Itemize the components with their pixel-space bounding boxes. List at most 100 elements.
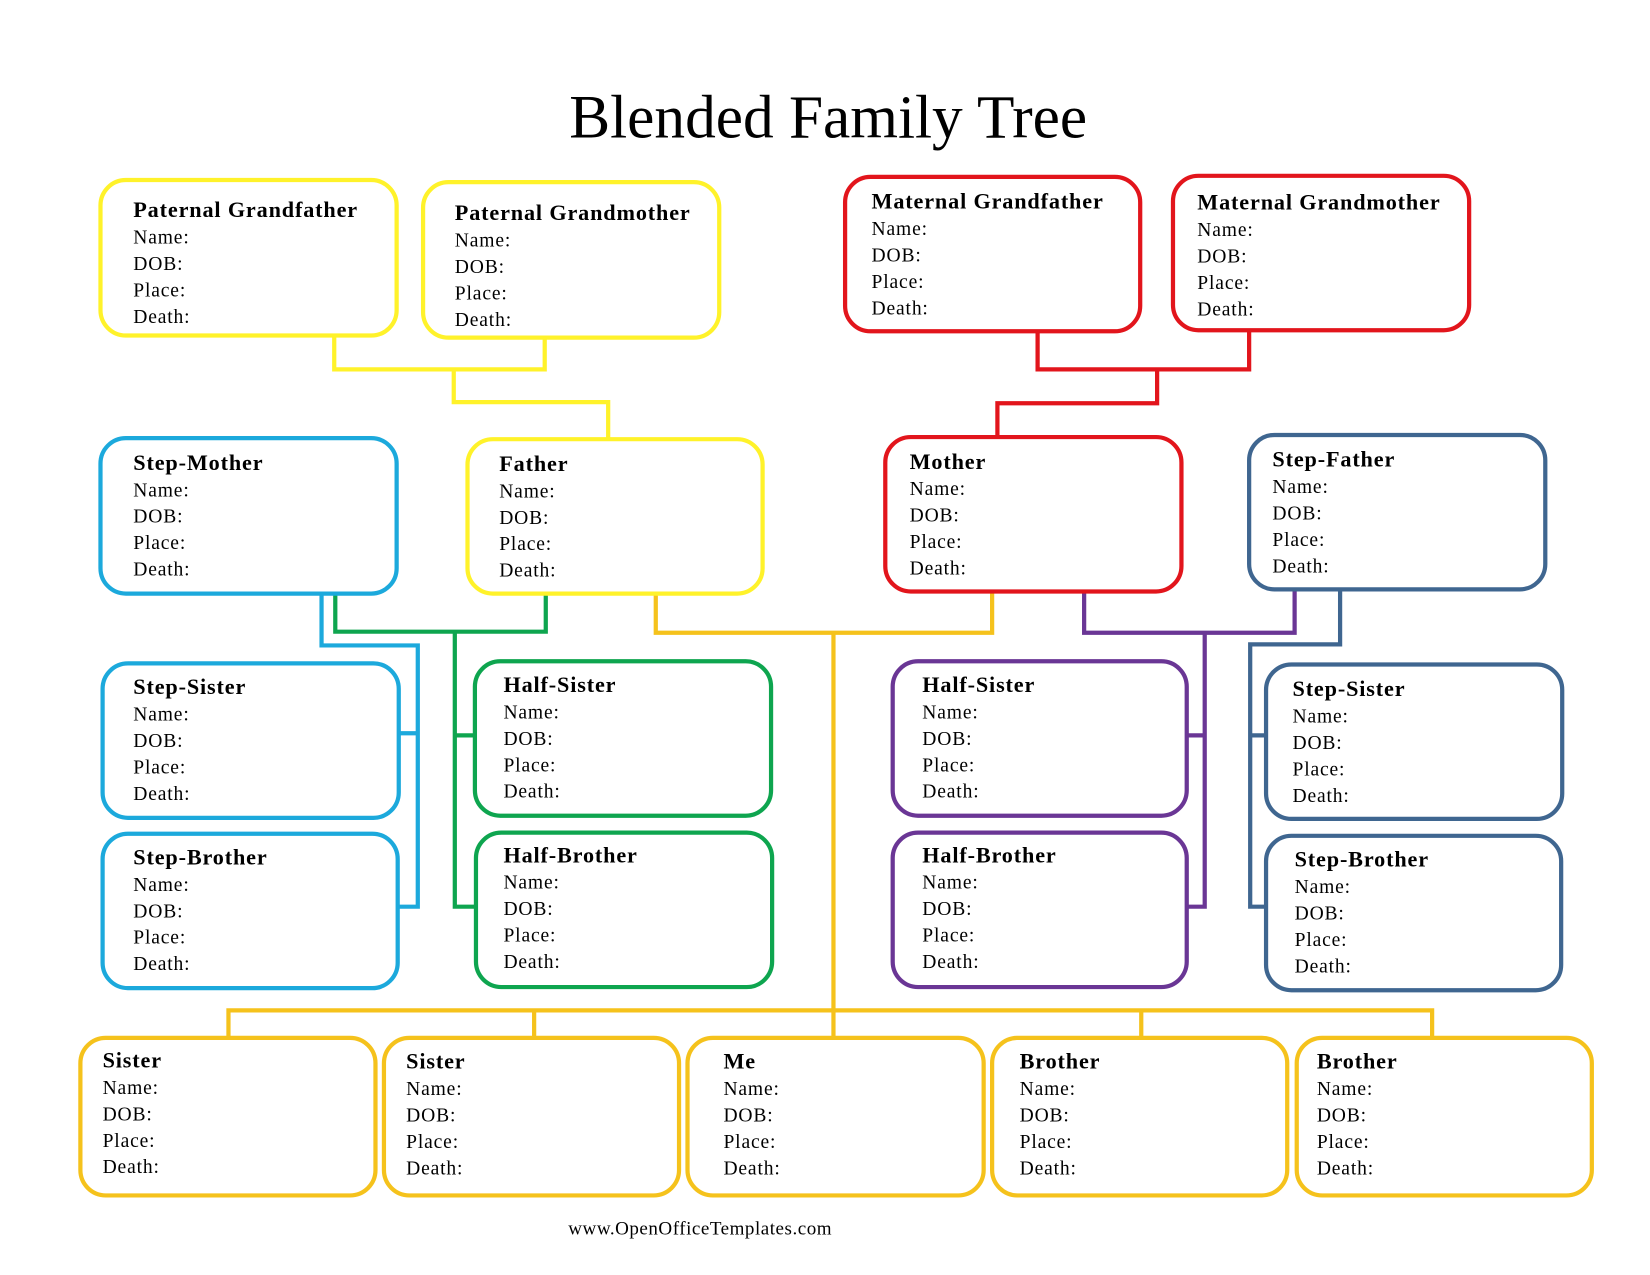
- field-label-death: Death:: [1293, 786, 1350, 807]
- connector-line: [1035, 330, 1252, 372]
- box-half-brother-right: Half-Brother Name: DOB: Place: Death:: [890, 830, 1189, 990]
- box-border: [472, 659, 774, 818]
- page-title: Blended Family Tree: [569, 84, 1087, 152]
- field-label-death: Death:: [503, 952, 560, 973]
- box-border: [890, 659, 1189, 818]
- field-label-death: Death:: [1020, 1158, 1077, 1179]
- connector-lines: [226, 330, 1435, 1038]
- field-label-death: Death:: [406, 1158, 463, 1179]
- box-step-sister-right: Step-Sister Name: DOB: Place: Death:: [1263, 662, 1565, 822]
- field-label-dob: DOB:: [1317, 1105, 1367, 1126]
- box-title: Step-Brother: [133, 844, 267, 869]
- connector-line: [452, 631, 476, 909]
- box-title: Maternal Grandmother: [1197, 190, 1440, 215]
- connector-line: [1186, 632, 1207, 909]
- field-label-place: Place:: [1020, 1132, 1073, 1153]
- member-boxes: Paternal Grandfather Name: DOB: Place: Death…: [78, 173, 1594, 1198]
- box-title: Sister: [406, 1049, 465, 1074]
- connector-line: [653, 591, 995, 635]
- field-label-place: Place:: [503, 926, 556, 947]
- box-border: [100, 661, 401, 820]
- field-label-dob: DOB:: [406, 1105, 456, 1126]
- field-label-name: Name:: [503, 702, 559, 723]
- box-title: Paternal Grandmother: [455, 200, 691, 225]
- field-label-dob: DOB:: [1295, 903, 1345, 924]
- field-label-name: Name:: [872, 219, 928, 240]
- field-label-place: Place:: [133, 757, 186, 778]
- field-label-place: Place:: [1197, 273, 1250, 294]
- field-label-name: Name:: [133, 875, 189, 896]
- field-label-death: Death:: [1272, 556, 1329, 577]
- field-label-dob: DOB:: [922, 729, 972, 750]
- box-border: [1170, 173, 1472, 333]
- connector-line: [1248, 589, 1343, 909]
- field-label-name: Name:: [133, 480, 189, 501]
- field-label-dob: DOB:: [1272, 504, 1322, 525]
- field-label-death: Death:: [872, 298, 929, 319]
- box-border: [1263, 662, 1565, 822]
- box-title: Step-Brother: [1295, 846, 1429, 871]
- box-title: Step-Sister: [1293, 676, 1406, 701]
- field-label-name: Name:: [723, 1079, 779, 1100]
- field-label-death: Death:: [133, 784, 190, 805]
- field-label-name: Name:: [1272, 477, 1328, 498]
- field-label-death: Death:: [103, 1157, 160, 1178]
- box-half-sister-right: Half-Sister Name: DOB: Place: Death:: [890, 659, 1189, 818]
- box-half-brother-left: Half-Brother Name: DOB: Place: Death:: [473, 830, 775, 990]
- field-label-place: Place:: [1295, 930, 1348, 951]
- box-title: Step-Sister: [133, 674, 246, 699]
- connector-line: [451, 369, 611, 440]
- field-label-dob: DOB:: [910, 506, 960, 527]
- box-title: Brother: [1317, 1049, 1398, 1074]
- box-brother-1: Brother Name: DOB: Place: Death:: [990, 1035, 1290, 1198]
- field-label-place: Place:: [1293, 760, 1346, 781]
- box-step-brother-right: Step-Brother Name: DOB: Place: Death:: [1263, 833, 1564, 993]
- field-label-name: Name:: [103, 1078, 159, 1099]
- field-label-place: Place:: [1317, 1132, 1370, 1153]
- box-border: [990, 1035, 1290, 1198]
- box-border: [1294, 1035, 1594, 1198]
- field-label-place: Place:: [922, 755, 975, 776]
- box-border: [883, 434, 1184, 594]
- box-title: Paternal Grandfather: [133, 197, 358, 222]
- box-paternal-grandmother: Paternal Grandmother Name: DOB: Place: Death…: [420, 180, 722, 340]
- field-label-dob: DOB:: [503, 729, 553, 750]
- field-label-death: Death:: [910, 559, 967, 580]
- field-label-place: Place:: [133, 928, 186, 949]
- connector-line: [1082, 589, 1297, 635]
- field-label-dob: DOB:: [133, 901, 183, 922]
- box-maternal-grandmother: Maternal Grandmother Name: DOB: Place: Death…: [1170, 173, 1472, 333]
- box-border: [1247, 432, 1548, 592]
- field-label-place: Place:: [133, 533, 186, 554]
- field-label-place: Place:: [455, 284, 508, 305]
- box-title: Step-Father: [1272, 447, 1395, 472]
- box-sister-2: Sister Name: DOB: Place: Death:: [381, 1035, 682, 1198]
- field-label-name: Name:: [1295, 877, 1351, 898]
- field-label-death: Death:: [922, 952, 979, 973]
- field-label-dob: DOB:: [1020, 1105, 1070, 1126]
- connector-line: [332, 335, 547, 372]
- field-label-name: Name:: [499, 481, 555, 502]
- field-label-death: Death:: [922, 782, 979, 803]
- field-label-dob: DOB:: [103, 1104, 153, 1125]
- field-label-name: Name:: [922, 702, 978, 723]
- footer-website: www.OpenOfficeTemplates.com: [568, 1219, 832, 1240]
- box-step-sister-left: Step-Sister Name: DOB: Place: Death:: [100, 661, 401, 820]
- field-label-name: Name:: [133, 705, 189, 726]
- box-border: [78, 1035, 378, 1198]
- field-label-death: Death:: [1197, 299, 1254, 320]
- box-title: Half-Sister: [922, 672, 1035, 697]
- field-label-death: Death:: [723, 1158, 780, 1179]
- field-label-dob: DOB:: [1197, 247, 1247, 268]
- box-border: [98, 177, 399, 338]
- field-label-name: Name:: [910, 479, 966, 500]
- field-label-name: Name:: [455, 231, 511, 252]
- field-label-dob: DOB:: [872, 245, 922, 266]
- field-label-death: Death:: [133, 560, 190, 581]
- box-title: Father: [499, 451, 568, 476]
- box-half-sister-left: Half-Sister Name: DOB: Place: Death:: [472, 659, 774, 818]
- box-border: [98, 436, 399, 596]
- connector-line: [333, 593, 548, 634]
- field-label-name: Name:: [503, 873, 559, 894]
- field-label-dob: DOB:: [503, 899, 553, 920]
